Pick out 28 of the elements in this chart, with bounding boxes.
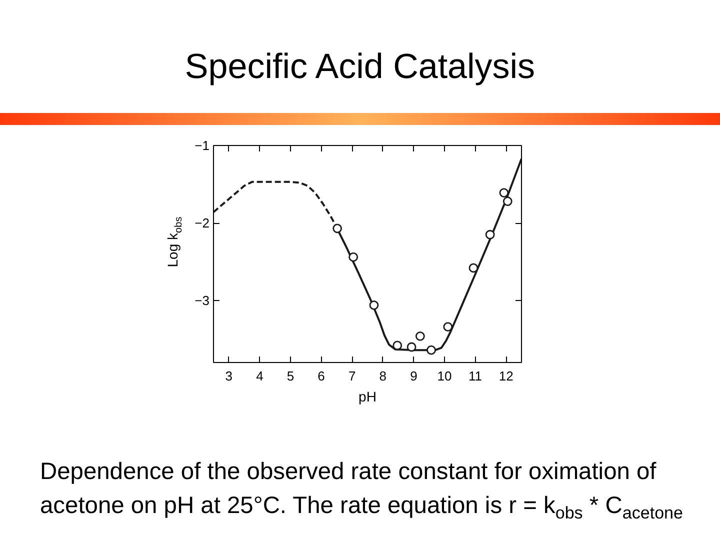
x-tick-label: 7 xyxy=(348,368,356,384)
point xyxy=(348,252,358,262)
point xyxy=(426,345,436,355)
y-tick-label: −1 xyxy=(194,138,210,153)
point xyxy=(392,340,402,350)
x-tick-label: 6 xyxy=(318,368,325,384)
x-tick-label: 5 xyxy=(286,368,294,384)
text: Dependence of the observed rate constant for oximation of acetone on pH at 25°C. The rate equation is r = k$_{obs}$ * C$_{acetone}$ xyxy=(40,458,684,524)
x-tick-label: 3 xyxy=(225,368,233,384)
point xyxy=(502,196,512,206)
point xyxy=(369,300,379,310)
y-tick-label: −3 xyxy=(194,293,210,308)
x-tick-label: 10 xyxy=(437,368,452,384)
point xyxy=(468,263,478,273)
point xyxy=(443,322,453,332)
x-tick-label: 11 xyxy=(468,368,482,384)
point xyxy=(499,188,509,198)
x-tick-label: 4 xyxy=(256,368,264,384)
x-axis-title: pH xyxy=(358,388,376,404)
x-tick-label: 8 xyxy=(379,368,387,384)
x-tick-label: 12 xyxy=(498,368,514,384)
y-tick-label: −2 xyxy=(194,216,210,230)
x-tick-label: 9 xyxy=(410,368,418,384)
point xyxy=(415,331,425,341)
point xyxy=(485,230,495,240)
point xyxy=(332,224,342,234)
point xyxy=(406,342,416,352)
chart-title: Specific Acid Catalysis xyxy=(184,46,536,87)
